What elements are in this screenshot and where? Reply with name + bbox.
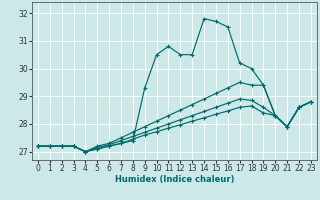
X-axis label: Humidex (Indice chaleur): Humidex (Indice chaleur) [115,175,234,184]
